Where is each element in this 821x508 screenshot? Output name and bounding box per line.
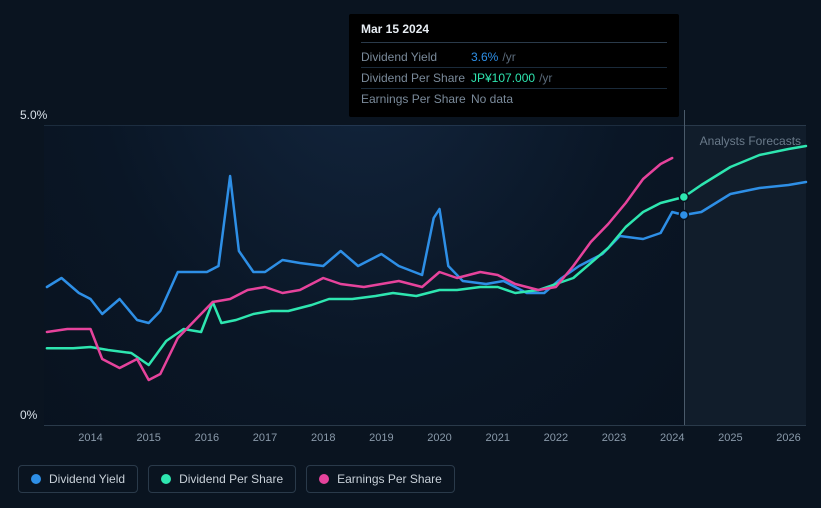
chart-area[interactable] bbox=[44, 125, 806, 425]
tooltip-row-value: 3.6% bbox=[471, 50, 498, 64]
x-tick-label: 2021 bbox=[485, 432, 509, 444]
tooltip-row-label: Earnings Per Share bbox=[361, 92, 471, 106]
tooltip-row: Dividend Yield3.6% /yr bbox=[361, 47, 667, 68]
tooltip-row: Dividend Per ShareJP¥107.000/yr bbox=[361, 68, 667, 89]
tooltip-row-value: JP¥107.000 bbox=[471, 71, 535, 85]
x-tick-label: 2019 bbox=[369, 432, 393, 444]
x-tick-label: 2026 bbox=[776, 432, 800, 444]
tooltip-date: Mar 15 2024 bbox=[361, 22, 667, 43]
legend-item[interactable]: Earnings Per Share bbox=[306, 465, 455, 493]
x-tick-label: 2025 bbox=[718, 432, 742, 444]
chart-tooltip: Mar 15 2024 Dividend Yield3.6%/yrDividen… bbox=[349, 14, 679, 117]
series-marker bbox=[679, 193, 688, 202]
tooltip-row-suffix: /yr bbox=[539, 71, 552, 85]
y-gridline bbox=[44, 425, 806, 426]
x-tick-label: 2015 bbox=[136, 432, 160, 444]
series-marker bbox=[679, 211, 688, 220]
x-tick-label: 2020 bbox=[427, 432, 451, 444]
legend-dot-icon bbox=[31, 474, 41, 484]
tooltip-row: Earnings Per ShareNo data bbox=[361, 89, 667, 109]
legend-item[interactable]: Dividend Per Share bbox=[148, 465, 296, 493]
legend-label: Earnings Per Share bbox=[337, 472, 442, 486]
chart-svg bbox=[44, 125, 806, 425]
series-line bbox=[47, 176, 806, 323]
x-tick-label: 2023 bbox=[602, 432, 626, 444]
legend-label: Dividend Per Share bbox=[179, 472, 283, 486]
legend-item[interactable]: Dividend Yield bbox=[18, 465, 138, 493]
x-tick-label: 2014 bbox=[78, 432, 102, 444]
x-tick-label: 2017 bbox=[253, 432, 277, 444]
tooltip-rows: Dividend Yield3.6%/yrDividend Per ShareJ… bbox=[361, 47, 667, 109]
region-label: Analysts Forecasts bbox=[700, 134, 801, 148]
tooltip-row-label: Dividend Yield bbox=[361, 50, 471, 64]
tooltip-row-label: Dividend Per Share bbox=[361, 71, 471, 85]
x-tick-label: 2016 bbox=[195, 432, 219, 444]
x-tick-label: 2018 bbox=[311, 432, 335, 444]
x-tick-label: 2024 bbox=[660, 432, 684, 444]
y-tick-label: 5.0% bbox=[20, 108, 47, 122]
x-tick-label: 2022 bbox=[544, 432, 568, 444]
y-tick-label: 0% bbox=[20, 408, 37, 422]
legend-label: Dividend Yield bbox=[49, 472, 125, 486]
x-axis: 2014 2015 2016 2017 2018 2019 2020 2021 2022 2023… bbox=[44, 432, 806, 452]
tooltip-row-suffix: /yr bbox=[502, 50, 515, 64]
tooltip-row-value: No data bbox=[471, 92, 513, 106]
series-line bbox=[47, 158, 672, 380]
legend: Dividend Yield Dividend Per Share Earnings… bbox=[18, 465, 455, 493]
legend-dot-icon bbox=[161, 474, 171, 484]
legend-dot-icon bbox=[319, 474, 329, 484]
